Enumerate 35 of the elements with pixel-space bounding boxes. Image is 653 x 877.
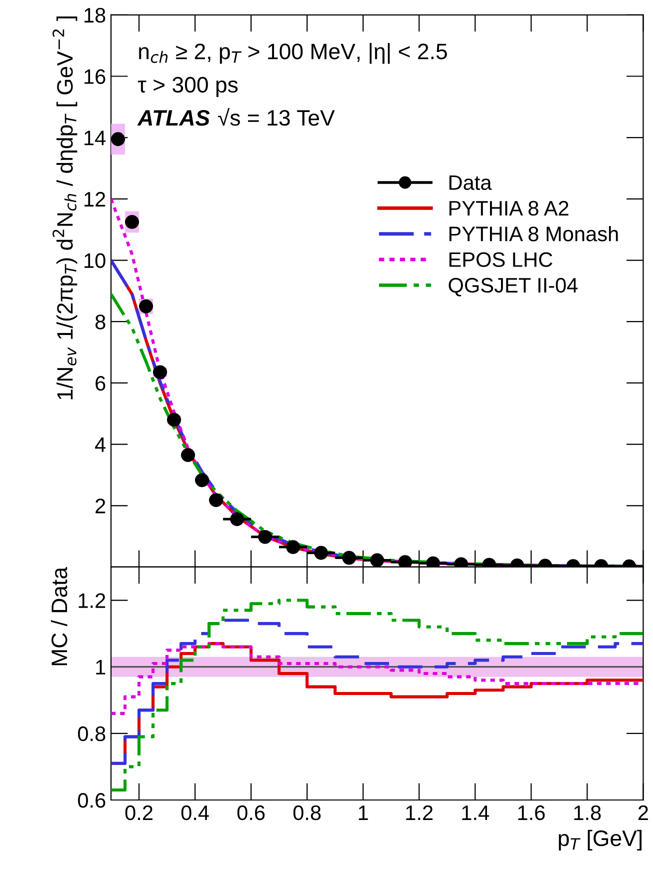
text: 1/N$_{ev}$ 1/(2πp$_{T}$) d$^{2}$N$_{ch}$ / dηdp$_{T}$ [ GeV$^{−2}$ ] bbox=[52, 16, 78, 400]
x-tick-label: 1.4 bbox=[462, 806, 490, 820]
x-tick-label: 0.6 bbox=[237, 805, 265, 820]
y-tick-label: 0.6 bbox=[78, 793, 106, 808]
y-tick-label: 0.8 bbox=[78, 726, 106, 742]
y-tick-label: 18 bbox=[84, 8, 106, 23]
y-tick-label: 1.2 bbox=[78, 593, 106, 608]
x-tick-label: 0.8 bbox=[293, 805, 321, 820]
x-tick-label: 1.8 bbox=[574, 805, 601, 820]
y-tick-label: 12 bbox=[84, 192, 106, 206]
annotation: τ > 300 ps bbox=[138, 76, 238, 98]
x-tick-label: 2 bbox=[638, 805, 648, 820]
y-tick-label: 4 bbox=[95, 438, 106, 452]
legend-label: Data bbox=[449, 175, 492, 190]
legend-label: QGSJET II-04 bbox=[448, 278, 578, 296]
y-tick-label: 8 bbox=[95, 314, 106, 330]
x-tick-label: 1.6 bbox=[518, 805, 545, 820]
legend-label: EPOS LHC bbox=[449, 252, 552, 267]
y-tick-label: 2 bbox=[96, 498, 106, 514]
x-tick-label: 0.2 bbox=[125, 805, 152, 820]
y-tick-label: 14 bbox=[84, 130, 106, 146]
x-tick-label: 1.2 bbox=[406, 805, 433, 820]
annotation: √s = 13 TeV bbox=[218, 108, 335, 126]
legend-label: PYTHIA 8 A2 bbox=[449, 200, 568, 216]
x-axis-title: p$_{T}$ [GeV] bbox=[558, 830, 642, 851]
x-tick-label: 1 bbox=[358, 806, 368, 820]
legend-label: PYTHIA 8 Monash bbox=[449, 226, 618, 242]
y-tick-label: 6 bbox=[96, 376, 106, 391]
y-tick-label: 16 bbox=[84, 69, 106, 84]
x-tick-label: 0.4 bbox=[181, 805, 209, 820]
y-tick-label: 1 bbox=[96, 660, 106, 674]
y-axis-title: MC / Data bbox=[50, 566, 68, 666]
annotation: ATLAS bbox=[137, 110, 210, 126]
annotation: n$_{ch}$ ≥ 2, p$_{T}$ > 100 MeV, |η| < 2.5 bbox=[139, 43, 447, 64]
y-tick-label: 10 bbox=[84, 253, 106, 268]
